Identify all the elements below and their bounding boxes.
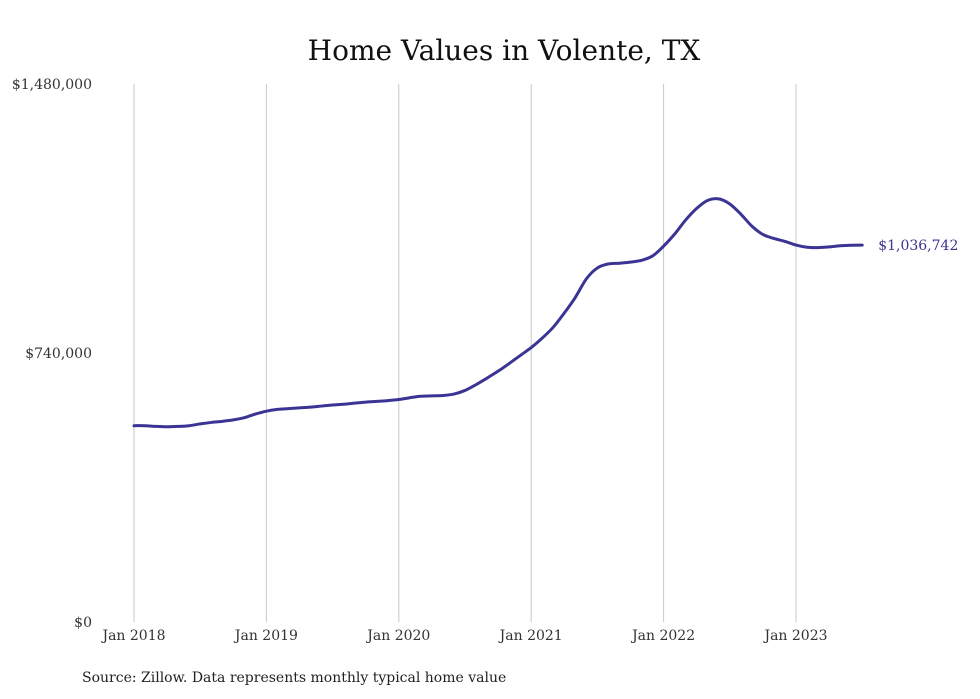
- grid-lines: [133, 84, 797, 622]
- y-axis-ticks: $1,480,000 $740,000 $0: [12, 77, 92, 631]
- series-line-home-value: [132, 197, 864, 429]
- y-tick-label: $0: [74, 615, 92, 631]
- x-tick-label: Jan 2018: [100, 628, 165, 644]
- y-tick-label: $740,000: [25, 346, 92, 362]
- x-tick-label: Jan 2023: [762, 628, 827, 644]
- y-tick-label: $1,480,000: [12, 77, 92, 93]
- x-tick-label: Jan 2020: [365, 628, 430, 644]
- x-tick-label: Jan 2021: [498, 628, 563, 644]
- end-value-label: $1,036,742: [878, 238, 958, 254]
- x-axis-ticks: Jan 2018 Jan 2019 Jan 2020 Jan 2021 Jan 2022…: [100, 628, 827, 644]
- source-note: Source: Zillow. Data represents monthly …: [82, 670, 506, 686]
- chart-title: Home Values in Volente, TX: [308, 34, 701, 67]
- x-tick-label: Jan 2022: [630, 628, 695, 644]
- x-tick-label: Jan 2019: [233, 628, 298, 644]
